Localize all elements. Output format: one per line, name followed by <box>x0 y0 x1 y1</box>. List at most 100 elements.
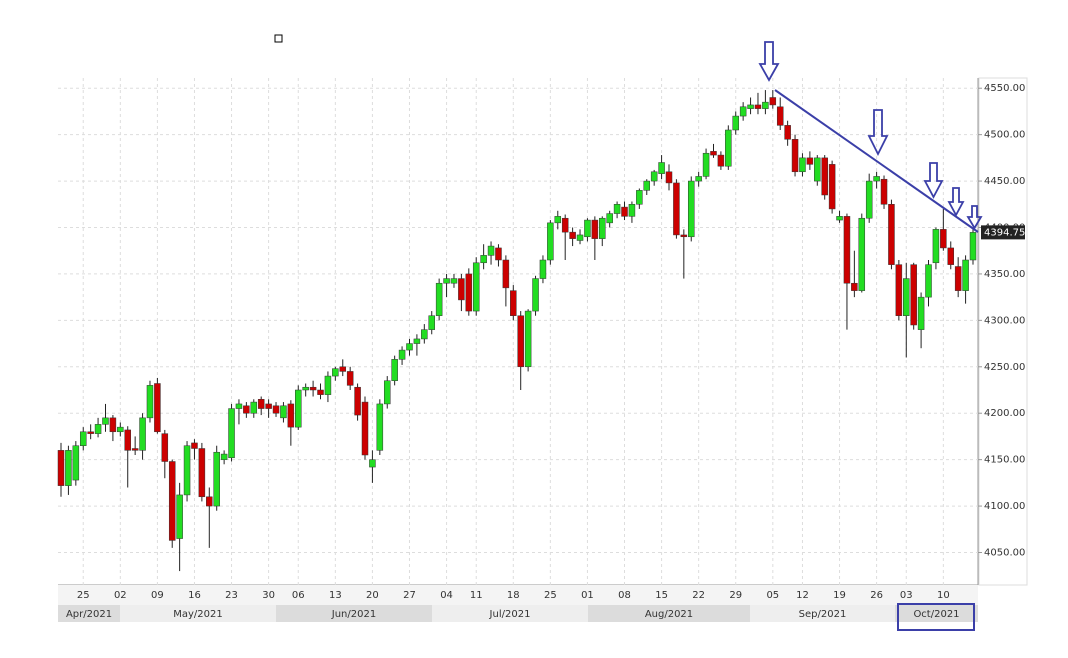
candle-body <box>280 405 287 419</box>
candle-body <box>154 383 161 433</box>
month-band <box>750 605 895 622</box>
candle-body <box>917 296 925 330</box>
candle-body <box>828 164 836 210</box>
month-label: Jun/2021 <box>331 609 376 620</box>
candle-body <box>435 282 443 316</box>
candle-body <box>547 222 554 261</box>
candle-body <box>339 366 347 372</box>
candle-body <box>769 97 777 106</box>
candle-body <box>569 231 576 239</box>
candle-body <box>665 171 673 184</box>
y-tick-label: 4450.00 <box>984 176 1025 187</box>
candle-body <box>413 338 421 344</box>
candle-body <box>576 234 584 241</box>
month-label: Jul/2021 <box>489 609 531 620</box>
x-tick-label: 16 <box>188 590 201 601</box>
candle-body <box>450 278 458 284</box>
candle-body <box>369 459 376 468</box>
candle-body <box>888 204 895 265</box>
candle-body <box>502 259 510 289</box>
candle-body <box>910 264 917 326</box>
candle-body <box>539 259 547 279</box>
candle-body <box>702 152 710 177</box>
candle-body <box>687 180 695 238</box>
y-tick-label: 4100.00 <box>984 501 1025 512</box>
x-tick-label: 05 <box>766 590 779 601</box>
candle-body <box>421 329 428 340</box>
arrow <box>923 162 944 199</box>
x-tick-label: 10 <box>937 590 950 601</box>
candle-body <box>591 219 599 239</box>
x-tick-label: 04 <box>440 590 453 601</box>
candle-body <box>250 401 258 414</box>
date-strip <box>58 585 978 605</box>
y-tick-label: 4550.00 <box>984 83 1025 94</box>
month-label: Sep/2021 <box>799 609 847 620</box>
candle-body <box>895 264 903 316</box>
y-tick-label: 4350.00 <box>984 269 1025 280</box>
candle-body <box>228 408 235 459</box>
candle-body <box>814 157 821 182</box>
trend-line <box>774 89 979 233</box>
last-price-label: 4394.75 <box>984 227 1025 238</box>
x-tick-label: 22 <box>692 590 705 601</box>
candle-body <box>131 448 139 451</box>
arrow <box>947 187 965 217</box>
candle-body <box>554 216 562 224</box>
candle-body <box>969 232 977 261</box>
candle-body <box>317 389 324 395</box>
candle-body <box>265 403 272 409</box>
candle-body <box>458 278 465 301</box>
candle-body <box>932 229 940 264</box>
x-tick-label: 01 <box>581 590 594 601</box>
x-tick-label: 06 <box>292 590 305 601</box>
candle-body <box>599 217 606 239</box>
x-tick-label: 11 <box>470 590 483 601</box>
candle-body <box>428 315 435 330</box>
candle-body <box>858 217 866 291</box>
candle-body <box>176 494 183 539</box>
candle-body <box>628 204 636 217</box>
grid <box>58 78 978 585</box>
candle-body <box>799 157 806 173</box>
candle-body <box>213 451 220 507</box>
candle-body <box>776 106 784 126</box>
candle-body <box>561 217 569 233</box>
candle-body <box>361 401 369 456</box>
candle-body <box>680 234 688 238</box>
candle-body <box>843 216 851 284</box>
candle-body <box>510 290 517 316</box>
candle-body <box>643 180 651 191</box>
candle-body <box>710 151 717 156</box>
candle-body <box>220 453 228 460</box>
month-band <box>58 605 120 622</box>
candle-body <box>465 273 473 312</box>
arrow <box>758 41 780 82</box>
candle-body <box>406 343 413 351</box>
arrow <box>867 109 889 157</box>
candle-body <box>117 426 124 433</box>
candle-body <box>754 104 762 109</box>
last-price-box <box>981 225 1025 240</box>
x-tick-label: 15 <box>655 590 668 601</box>
candle-body <box>480 255 487 264</box>
candle-body <box>87 431 94 434</box>
y-tick-label: 4250.00 <box>984 362 1025 373</box>
candle-body <box>443 278 450 284</box>
month-band <box>120 605 276 622</box>
candle-body <box>717 154 725 167</box>
candle-body <box>836 216 843 221</box>
candle-body <box>940 229 947 249</box>
candle-body <box>72 445 80 481</box>
x-tick-label: 26 <box>870 590 883 601</box>
candle-body <box>324 375 332 395</box>
candle-body <box>880 178 888 205</box>
month-band <box>588 605 750 622</box>
candle-body <box>747 104 754 109</box>
candle-body <box>102 417 109 425</box>
month-label: Oct/2021 <box>913 609 959 620</box>
month-label: Aug/2021 <box>645 609 693 620</box>
candle-body <box>584 219 591 238</box>
candle-body <box>79 431 87 446</box>
